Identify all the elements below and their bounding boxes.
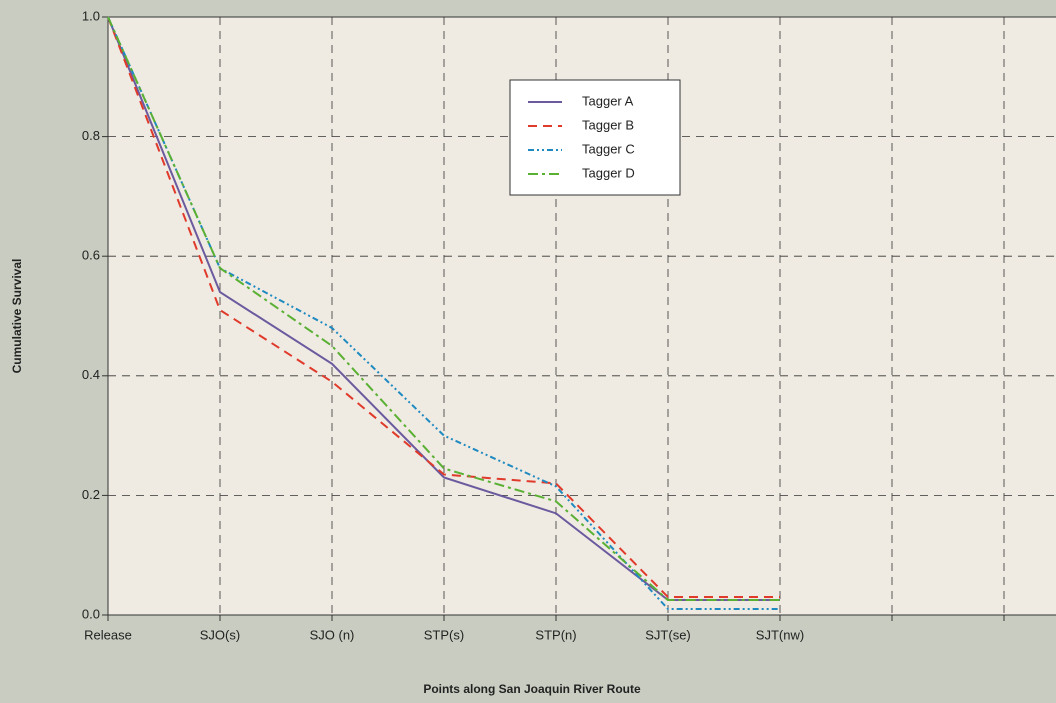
legend-box: [509, 79, 681, 196]
y-tick-label: 0.6: [82, 248, 100, 263]
x-tick-label: SJT(nw): [756, 627, 804, 642]
x-tick-label: SJO (n): [310, 627, 355, 642]
y-tick-label: 1.0: [82, 8, 100, 23]
series-line: [107, 16, 780, 599]
y-tick-label: 0.8: [82, 128, 100, 143]
y-tick-label: 0.2: [82, 487, 100, 502]
legend-label: Tagger B: [582, 117, 634, 132]
legend-label: Tagger C: [582, 141, 635, 156]
y-tick-label: 0.4: [82, 367, 100, 382]
x-axis-label: Points along San Joaquin River Route: [423, 682, 641, 696]
legend-label: Tagger A: [582, 93, 634, 108]
x-tick-label: Release: [84, 627, 132, 642]
y-tick-label: 0.0: [82, 606, 100, 621]
y-axis-label: Cumulative Survival: [10, 259, 24, 374]
x-tick-label: STP(n): [535, 627, 576, 642]
x-tick-label: STP(s): [424, 627, 464, 642]
legend-label: Tagger D: [582, 165, 635, 180]
x-tick-label: SJT(se): [645, 627, 691, 642]
legend: Tagger A Tagger B Tagger C Tagger D: [509, 79, 681, 196]
series-line: [107, 16, 780, 602]
x-tick-label: SJO(s): [200, 627, 240, 642]
